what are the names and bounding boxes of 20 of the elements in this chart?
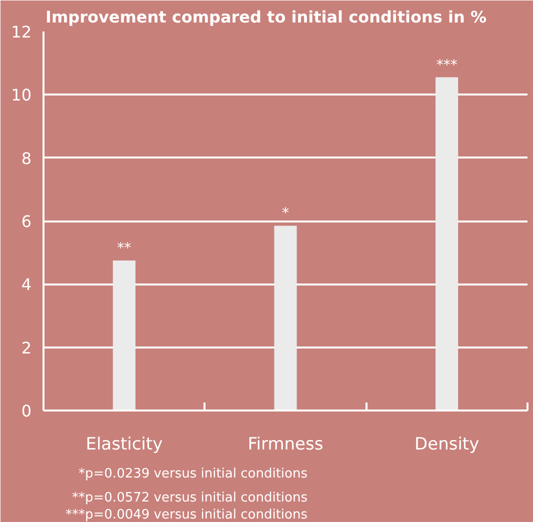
x-tick-label: Elasticity bbox=[86, 434, 163, 454]
x-tick-label: Firmness bbox=[248, 434, 324, 454]
bar bbox=[274, 226, 297, 410]
x-tick-label: Density bbox=[414, 434, 480, 454]
text: *p=0.0239 versus initial conditions bbox=[78, 466, 308, 482]
annotation: * bbox=[282, 206, 289, 222]
annotation: *** bbox=[436, 57, 458, 74]
text: ***p=0.0049 versus initial conditions bbox=[66, 508, 308, 522]
y-tick-label: 2 bbox=[21, 338, 32, 358]
y-tick-label: 4 bbox=[21, 275, 32, 294]
bar bbox=[436, 77, 458, 410]
y-tick-label: 8 bbox=[21, 148, 32, 168]
y-tick-label: 10 bbox=[11, 86, 32, 105]
chart-title: Improvement compared to initial conditions in % bbox=[46, 8, 486, 26]
text: **p=0.0572 versus initial conditions bbox=[72, 490, 308, 506]
bar bbox=[112, 260, 136, 410]
y-tick-label: 12 bbox=[11, 22, 32, 42]
annotation: ** bbox=[117, 240, 132, 256]
y-tick-label: 0 bbox=[21, 402, 32, 420]
y-tick-label: 6 bbox=[21, 212, 32, 231]
